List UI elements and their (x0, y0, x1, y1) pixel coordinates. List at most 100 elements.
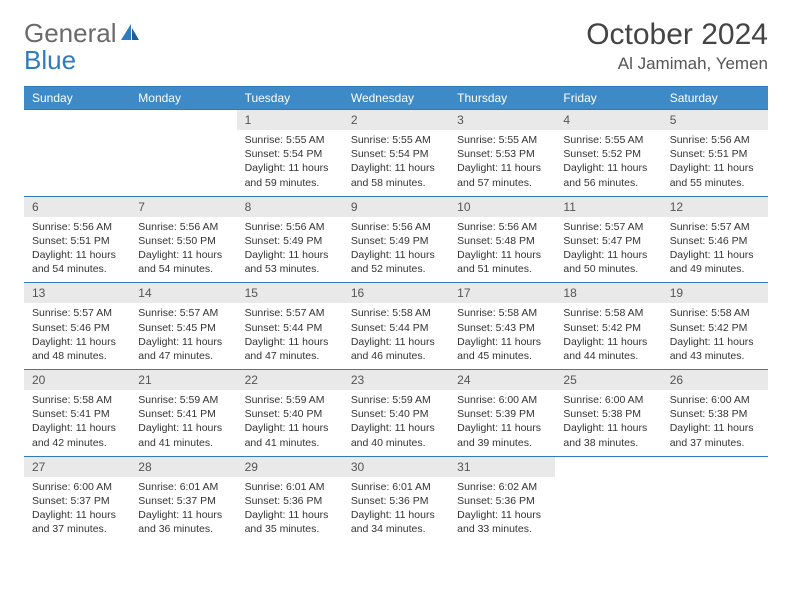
day-cell: 31Sunrise: 6:02 AMSunset: 5:36 PMDayligh… (449, 457, 555, 543)
day-cell: 22Sunrise: 5:59 AMSunset: 5:40 PMDayligh… (237, 370, 343, 456)
day-number: 18 (555, 283, 661, 303)
day-number: 9 (343, 197, 449, 217)
day-cell: 17Sunrise: 5:58 AMSunset: 5:43 PMDayligh… (449, 283, 555, 369)
day-details: Sunrise: 6:00 AMSunset: 5:37 PMDaylight:… (24, 477, 130, 543)
day-number: 31 (449, 457, 555, 477)
day-details: Sunrise: 5:56 AMSunset: 5:50 PMDaylight:… (130, 217, 236, 283)
day-details: Sunrise: 6:00 AMSunset: 5:38 PMDaylight:… (662, 390, 768, 456)
day-details: Sunrise: 5:58 AMSunset: 5:42 PMDaylight:… (662, 303, 768, 369)
day-cell: 6Sunrise: 5:56 AMSunset: 5:51 PMDaylight… (24, 197, 130, 283)
day-number: 29 (237, 457, 343, 477)
day-details: Sunrise: 5:58 AMSunset: 5:41 PMDaylight:… (24, 390, 130, 456)
day-details: Sunrise: 5:58 AMSunset: 5:44 PMDaylight:… (343, 303, 449, 369)
day-cell: 29Sunrise: 6:01 AMSunset: 5:36 PMDayligh… (237, 457, 343, 543)
day-number: 24 (449, 370, 555, 390)
day-cell (24, 110, 130, 196)
week-row: 6Sunrise: 5:56 AMSunset: 5:51 PMDaylight… (24, 196, 768, 283)
day-number: 22 (237, 370, 343, 390)
day-cell: 20Sunrise: 5:58 AMSunset: 5:41 PMDayligh… (24, 370, 130, 456)
weekday-header: Sunday (24, 87, 130, 109)
day-details: Sunrise: 6:00 AMSunset: 5:39 PMDaylight:… (449, 390, 555, 456)
day-cell: 26Sunrise: 6:00 AMSunset: 5:38 PMDayligh… (662, 370, 768, 456)
day-cell: 21Sunrise: 5:59 AMSunset: 5:41 PMDayligh… (130, 370, 236, 456)
day-cell (555, 457, 661, 543)
day-number: 16 (343, 283, 449, 303)
day-details: Sunrise: 5:56 AMSunset: 5:49 PMDaylight:… (237, 217, 343, 283)
day-cell: 2Sunrise: 5:55 AMSunset: 5:54 PMDaylight… (343, 110, 449, 196)
day-cell: 15Sunrise: 5:57 AMSunset: 5:44 PMDayligh… (237, 283, 343, 369)
day-cell: 5Sunrise: 5:56 AMSunset: 5:51 PMDaylight… (662, 110, 768, 196)
day-cell: 27Sunrise: 6:00 AMSunset: 5:37 PMDayligh… (24, 457, 130, 543)
day-number: 2 (343, 110, 449, 130)
month-title: October 2024 (586, 18, 768, 52)
day-cell: 18Sunrise: 5:58 AMSunset: 5:42 PMDayligh… (555, 283, 661, 369)
calendar: SundayMondayTuesdayWednesdayThursdayFrid… (24, 86, 768, 542)
day-number: 8 (237, 197, 343, 217)
week-row: 27Sunrise: 6:00 AMSunset: 5:37 PMDayligh… (24, 456, 768, 543)
day-cell: 12Sunrise: 5:57 AMSunset: 5:46 PMDayligh… (662, 197, 768, 283)
day-cell: 16Sunrise: 5:58 AMSunset: 5:44 PMDayligh… (343, 283, 449, 369)
day-details: Sunrise: 5:59 AMSunset: 5:40 PMDaylight:… (343, 390, 449, 456)
day-cell (130, 110, 236, 196)
day-number: 15 (237, 283, 343, 303)
day-details: Sunrise: 5:56 AMSunset: 5:48 PMDaylight:… (449, 217, 555, 283)
weekday-header: Friday (555, 87, 661, 109)
day-cell: 23Sunrise: 5:59 AMSunset: 5:40 PMDayligh… (343, 370, 449, 456)
day-cell: 7Sunrise: 5:56 AMSunset: 5:50 PMDaylight… (130, 197, 236, 283)
day-details: Sunrise: 5:55 AMSunset: 5:53 PMDaylight:… (449, 130, 555, 196)
day-details: Sunrise: 5:56 AMSunset: 5:49 PMDaylight:… (343, 217, 449, 283)
day-details: Sunrise: 5:57 AMSunset: 5:46 PMDaylight:… (24, 303, 130, 369)
week-row: 20Sunrise: 5:58 AMSunset: 5:41 PMDayligh… (24, 369, 768, 456)
day-number: 4 (555, 110, 661, 130)
day-number: 13 (24, 283, 130, 303)
day-cell (662, 457, 768, 543)
title-block: October 2024 Al Jamimah, Yemen (586, 18, 768, 74)
day-number: 11 (555, 197, 661, 217)
weekday-header: Saturday (662, 87, 768, 109)
day-details: Sunrise: 5:57 AMSunset: 5:46 PMDaylight:… (662, 217, 768, 283)
weekday-header: Thursday (449, 87, 555, 109)
day-number: 12 (662, 197, 768, 217)
day-number: 6 (24, 197, 130, 217)
day-details: Sunrise: 5:59 AMSunset: 5:40 PMDaylight:… (237, 390, 343, 456)
day-details: Sunrise: 6:01 AMSunset: 5:36 PMDaylight:… (237, 477, 343, 543)
weekday-header: Wednesday (343, 87, 449, 109)
day-cell: 28Sunrise: 6:01 AMSunset: 5:37 PMDayligh… (130, 457, 236, 543)
day-number: 20 (24, 370, 130, 390)
day-details: Sunrise: 5:56 AMSunset: 5:51 PMDaylight:… (662, 130, 768, 196)
sail-icon (119, 18, 141, 49)
location: Al Jamimah, Yemen (586, 54, 768, 74)
day-number: 27 (24, 457, 130, 477)
day-details: Sunrise: 5:59 AMSunset: 5:41 PMDaylight:… (130, 390, 236, 456)
day-cell: 14Sunrise: 5:57 AMSunset: 5:45 PMDayligh… (130, 283, 236, 369)
day-details: Sunrise: 6:00 AMSunset: 5:38 PMDaylight:… (555, 390, 661, 456)
day-number: 26 (662, 370, 768, 390)
weekday-header-row: SundayMondayTuesdayWednesdayThursdayFrid… (24, 87, 768, 109)
day-cell: 30Sunrise: 6:01 AMSunset: 5:36 PMDayligh… (343, 457, 449, 543)
week-row: 13Sunrise: 5:57 AMSunset: 5:46 PMDayligh… (24, 282, 768, 369)
day-cell: 11Sunrise: 5:57 AMSunset: 5:47 PMDayligh… (555, 197, 661, 283)
day-number: 17 (449, 283, 555, 303)
day-number: 28 (130, 457, 236, 477)
day-cell: 10Sunrise: 5:56 AMSunset: 5:48 PMDayligh… (449, 197, 555, 283)
day-number: 14 (130, 283, 236, 303)
day-number: 7 (130, 197, 236, 217)
weekday-header: Monday (130, 87, 236, 109)
day-details: Sunrise: 5:57 AMSunset: 5:45 PMDaylight:… (130, 303, 236, 369)
day-details: Sunrise: 5:55 AMSunset: 5:54 PMDaylight:… (237, 130, 343, 196)
day-details: Sunrise: 5:55 AMSunset: 5:54 PMDaylight:… (343, 130, 449, 196)
day-cell: 25Sunrise: 6:00 AMSunset: 5:38 PMDayligh… (555, 370, 661, 456)
day-cell: 19Sunrise: 5:58 AMSunset: 5:42 PMDayligh… (662, 283, 768, 369)
day-number: 3 (449, 110, 555, 130)
logo-text-blue: Blue (24, 45, 76, 76)
day-details: Sunrise: 6:02 AMSunset: 5:36 PMDaylight:… (449, 477, 555, 543)
day-number: 5 (662, 110, 768, 130)
day-cell: 9Sunrise: 5:56 AMSunset: 5:49 PMDaylight… (343, 197, 449, 283)
day-number: 10 (449, 197, 555, 217)
day-cell: 4Sunrise: 5:55 AMSunset: 5:52 PMDaylight… (555, 110, 661, 196)
week-row: 1Sunrise: 5:55 AMSunset: 5:54 PMDaylight… (24, 109, 768, 196)
day-details: Sunrise: 5:56 AMSunset: 5:51 PMDaylight:… (24, 217, 130, 283)
day-cell: 8Sunrise: 5:56 AMSunset: 5:49 PMDaylight… (237, 197, 343, 283)
day-details: Sunrise: 5:57 AMSunset: 5:44 PMDaylight:… (237, 303, 343, 369)
day-cell: 1Sunrise: 5:55 AMSunset: 5:54 PMDaylight… (237, 110, 343, 196)
